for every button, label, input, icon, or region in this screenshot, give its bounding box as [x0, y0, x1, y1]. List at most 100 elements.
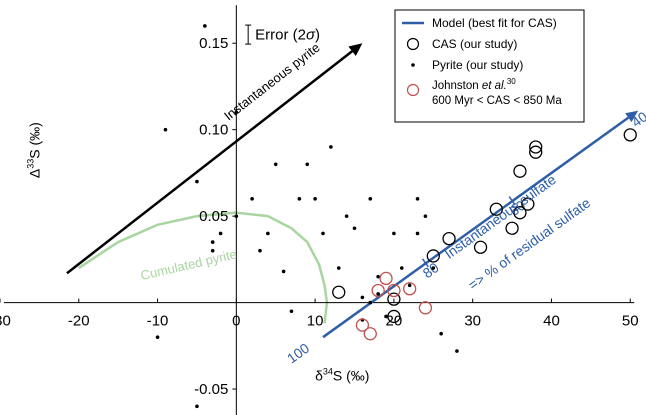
legend-label-line2: 600 Myr < CAS < 850 Ma — [432, 95, 562, 107]
y-tick-label: -0.05 — [194, 381, 228, 398]
pyrite-point — [234, 110, 239, 115]
model-line-tick-label: 40 — [628, 108, 646, 130]
pyrite-point — [234, 214, 239, 218]
cas-point — [473, 240, 488, 254]
johnston-point — [418, 301, 433, 315]
instantaneous-pyrite-arrow — [66, 50, 353, 275]
pyrite-point — [203, 24, 207, 28]
pyrite-point — [210, 240, 215, 244]
x-tick-label: -20 — [68, 313, 90, 330]
axes-layer — [4, 5, 635, 415]
curve-layer — [78, 211, 329, 324]
cas-point — [332, 285, 346, 299]
pyrite-point — [360, 295, 365, 300]
legend-label: Model (best fit for CAS) — [432, 16, 557, 30]
pyrite-point — [352, 226, 357, 231]
legend-box — [394, 9, 585, 123]
johnston-point — [355, 318, 370, 332]
pyrite-point — [368, 197, 373, 201]
johnston-point — [387, 283, 401, 298]
pyrite-point — [344, 214, 349, 218]
pyrite-point — [392, 231, 396, 236]
pyrite-point — [210, 248, 215, 253]
residual-sulfate-annotation: => % of residual sulfate — [465, 194, 593, 293]
legend-pyrite-swatch — [411, 63, 415, 67]
cas-point — [513, 164, 527, 178]
x-tick-label: -10 — [147, 313, 169, 330]
pyrite-point — [415, 197, 420, 201]
pyrite-point — [321, 231, 325, 236]
johnston-point — [403, 282, 417, 296]
pyrite-point — [399, 266, 404, 270]
cas-point — [387, 292, 401, 306]
legend-cas-swatch — [406, 37, 420, 51]
johnston-point — [379, 271, 393, 286]
legend: Model (best fit for CAS) CAS (our study) P… — [394, 9, 585, 123]
cas-point — [529, 145, 543, 159]
model-line-tick-label: 100 — [284, 340, 312, 367]
model-line-arrow-head — [625, 110, 639, 123]
y-tick-label: 0.10 — [199, 122, 228, 139]
cumulated-pyrite-curve — [78, 211, 329, 324]
pyrite-point — [250, 197, 254, 201]
x-tick-label: 30 — [464, 313, 481, 330]
pyrite-point — [439, 331, 443, 336]
pyrite-point — [431, 266, 436, 270]
cas-point — [623, 128, 637, 142]
pyrite-point — [281, 269, 286, 274]
x-axis-label: δ34S (‰) — [315, 366, 369, 383]
pyrite-point — [195, 404, 199, 409]
pyrite-point — [336, 266, 341, 270]
pyrite-point — [258, 248, 262, 253]
model-line-tick-label: 80 — [420, 259, 442, 281]
pyrite-point — [273, 162, 278, 167]
x-tick-label: 10 — [307, 313, 324, 330]
cas-point — [387, 309, 401, 324]
cumulated-pyrite-annotation: Cumulated pyrite — [139, 246, 238, 283]
legend-label: Johnston et al.30 — [432, 77, 516, 92]
instantaneous-pyrite-arrow-head — [348, 43, 363, 56]
points-layer — [155, 24, 637, 409]
pyrite-point — [384, 314, 388, 319]
error-bar-label: Error (2σ) — [255, 27, 320, 44]
cas-point — [521, 197, 535, 211]
cas-point — [426, 249, 440, 263]
johnston-point — [363, 327, 377, 341]
pyrite-point — [376, 292, 380, 296]
x-tick-label: 50 — [622, 313, 639, 330]
pyrite-point — [376, 274, 380, 279]
x-tick-label: 40 — [543, 313, 560, 330]
y-tick-label: 0.15 — [199, 35, 228, 52]
x-tick-label: 20 — [386, 313, 403, 330]
pyrite-point — [415, 231, 420, 236]
pyrite-point — [266, 231, 270, 236]
pyrite-point — [423, 214, 428, 218]
pyrite-point — [407, 283, 412, 288]
x-tick-label: -30 — [0, 313, 11, 330]
legend-johnston-swatch — [406, 83, 420, 97]
pyrite-point — [155, 335, 160, 339]
legend-label: Pyrite (our study) — [432, 58, 523, 72]
pyrite-point — [313, 197, 317, 201]
model-line-tick — [421, 258, 429, 268]
pyrite-point — [195, 179, 199, 184]
cas-point — [529, 140, 543, 154]
legend-label: CAS (our study) — [432, 37, 517, 51]
pyrite-point — [455, 349, 459, 353]
y-tick-label: 0.05 — [199, 208, 228, 225]
pyrite-point — [305, 162, 310, 167]
legend-entries: Model (best fit for CAS) CAS (our study) P… — [402, 16, 562, 107]
instantaneous-sulfate-annotation: Instantaneous sulfate — [441, 171, 559, 262]
pyrite-point — [163, 127, 168, 132]
pyrite-point — [329, 145, 333, 149]
model-line — [322, 116, 630, 339]
johnston-point — [371, 283, 385, 298]
pyrite-point — [297, 197, 302, 201]
error-bar: Error (2σ) — [245, 24, 320, 45]
cas-point — [442, 231, 456, 246]
cas-point — [513, 206, 527, 220]
axis-titles: δ34S (‰) Δ33S (‰) — [25, 122, 369, 383]
y-axis-label: Δ33S (‰) — [25, 122, 42, 178]
model-line-tick — [508, 196, 516, 206]
